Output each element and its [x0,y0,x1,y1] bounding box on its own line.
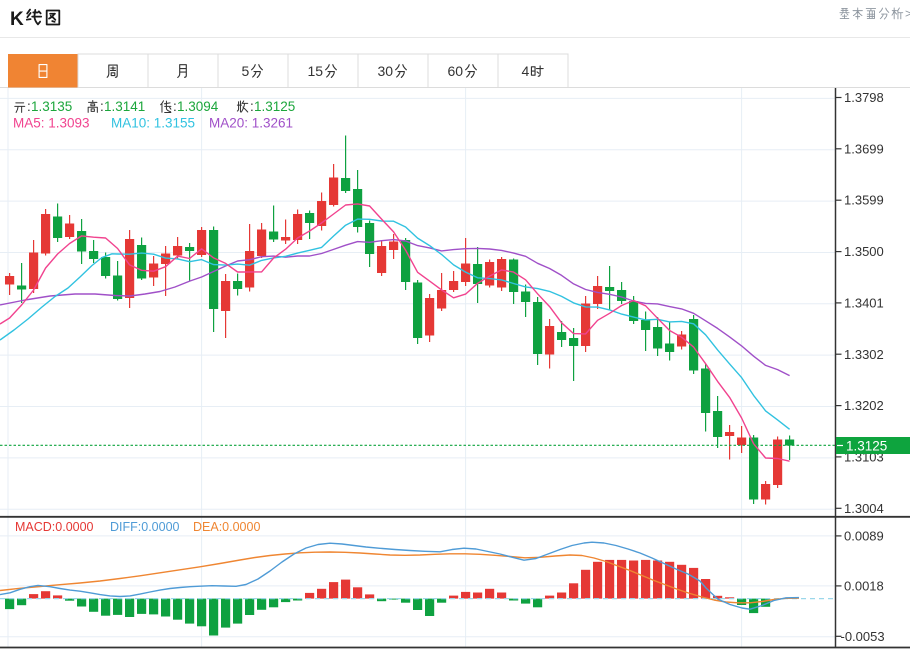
svg-text:1.3135: 1.3135 [31,99,72,114]
svg-text:MA10: 1.3155: MA10: 1.3155 [111,116,195,131]
svg-text:0.0089: 0.0089 [844,528,884,543]
svg-text::: : [100,99,104,114]
svg-text:4: 4 [522,63,530,79]
svg-text:15: 15 [308,63,324,79]
svg-text::: : [173,99,177,114]
svg-text:1.3599: 1.3599 [844,193,884,208]
svg-text:K: K [10,9,24,30]
svg-text:1.3302: 1.3302 [844,347,884,362]
svg-text:1.3125: 1.3125 [846,439,887,454]
svg-text:60: 60 [448,63,464,79]
svg-text:0.0018: 0.0018 [844,578,884,593]
svg-text:MA5: 1.3093: MA5: 1.3093 [13,116,90,131]
svg-text:1.3798: 1.3798 [844,90,884,105]
svg-text:DEA:0.0000: DEA:0.0000 [193,520,260,534]
svg-text:1.3401: 1.3401 [844,295,884,310]
svg-text:DIFF:0.0000: DIFF:0.0000 [110,520,180,534]
svg-text:1.3004: 1.3004 [844,501,884,516]
svg-text:1.3094: 1.3094 [177,99,219,114]
svg-text:-0.0053: -0.0053 [841,629,885,644]
svg-text:1.3500: 1.3500 [844,244,884,259]
svg-text::: : [250,99,254,114]
svg-text:MACD:0.0000: MACD:0.0000 [15,520,94,534]
svg-text:1.3699: 1.3699 [844,141,884,156]
svg-text::: : [27,99,31,114]
svg-text:MA20: 1.3261: MA20: 1.3261 [209,116,293,131]
svg-text:30: 30 [378,63,394,79]
svg-text:1.3202: 1.3202 [844,398,884,413]
svg-text:1.3125: 1.3125 [254,99,295,114]
svg-text:5: 5 [242,63,250,79]
svg-text:1.3141: 1.3141 [104,99,145,114]
svg-text:>: > [905,7,910,21]
